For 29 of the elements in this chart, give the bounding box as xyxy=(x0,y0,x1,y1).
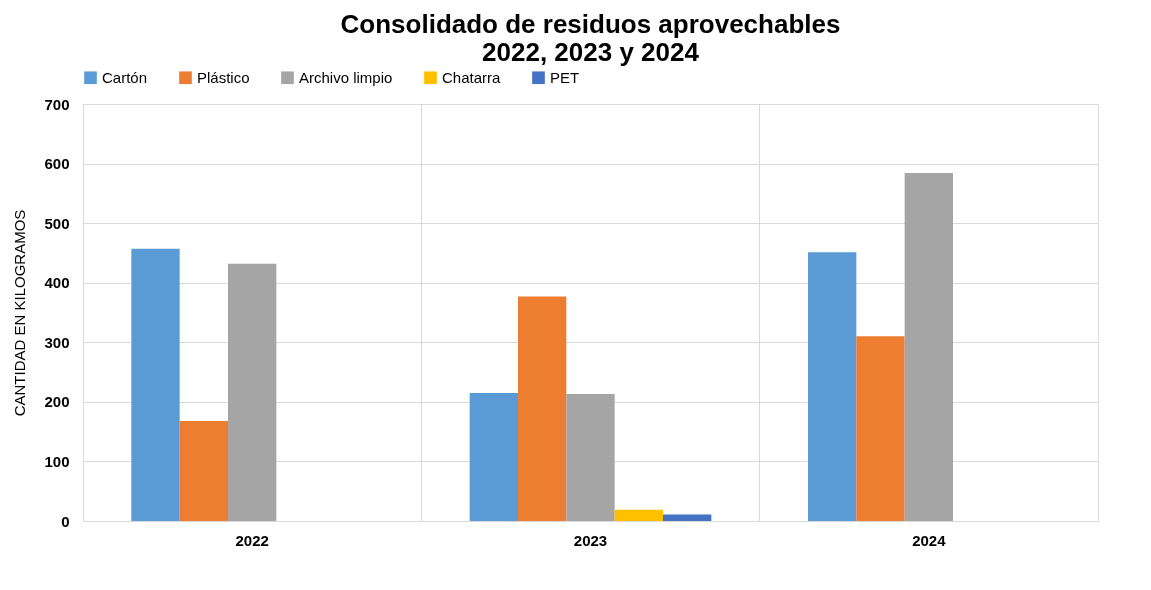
bar xyxy=(179,420,228,521)
bar xyxy=(663,514,712,521)
x-tick-label: 2023 xyxy=(573,531,608,549)
legend-label: PET xyxy=(550,68,580,86)
y-tick-label: 700 xyxy=(44,95,70,113)
bar xyxy=(904,173,953,521)
y-tick-label: 400 xyxy=(44,274,70,292)
bar xyxy=(566,394,615,521)
y-tick-label: 600 xyxy=(44,155,70,173)
legend-label: Plástico xyxy=(197,68,250,86)
y-tick-label: 100 xyxy=(44,452,70,470)
y-axis-title: CANTIDAD EN KILOGRAMOS xyxy=(11,209,29,417)
legend-label: Cartón xyxy=(102,68,148,86)
legend-label: Chatarra xyxy=(442,68,502,86)
x-tick-label: 2024 xyxy=(912,531,947,549)
bar xyxy=(856,336,905,521)
y-tick-label: 500 xyxy=(44,214,70,232)
bar xyxy=(469,392,518,521)
bar xyxy=(131,248,180,521)
bar xyxy=(808,252,857,521)
x-tick-label: 2022 xyxy=(235,531,269,549)
y-tick-label: 0 xyxy=(61,512,70,530)
y-tick-label: 300 xyxy=(44,333,70,351)
bar xyxy=(518,296,567,521)
y-tick-label: 200 xyxy=(44,393,70,411)
legend-label: Archivo limpio xyxy=(299,68,393,86)
bar xyxy=(614,509,663,521)
chart-title: Consolidado de residuos aprovechables 2022, 2023 y 2024 xyxy=(340,9,841,67)
bar xyxy=(228,263,277,521)
